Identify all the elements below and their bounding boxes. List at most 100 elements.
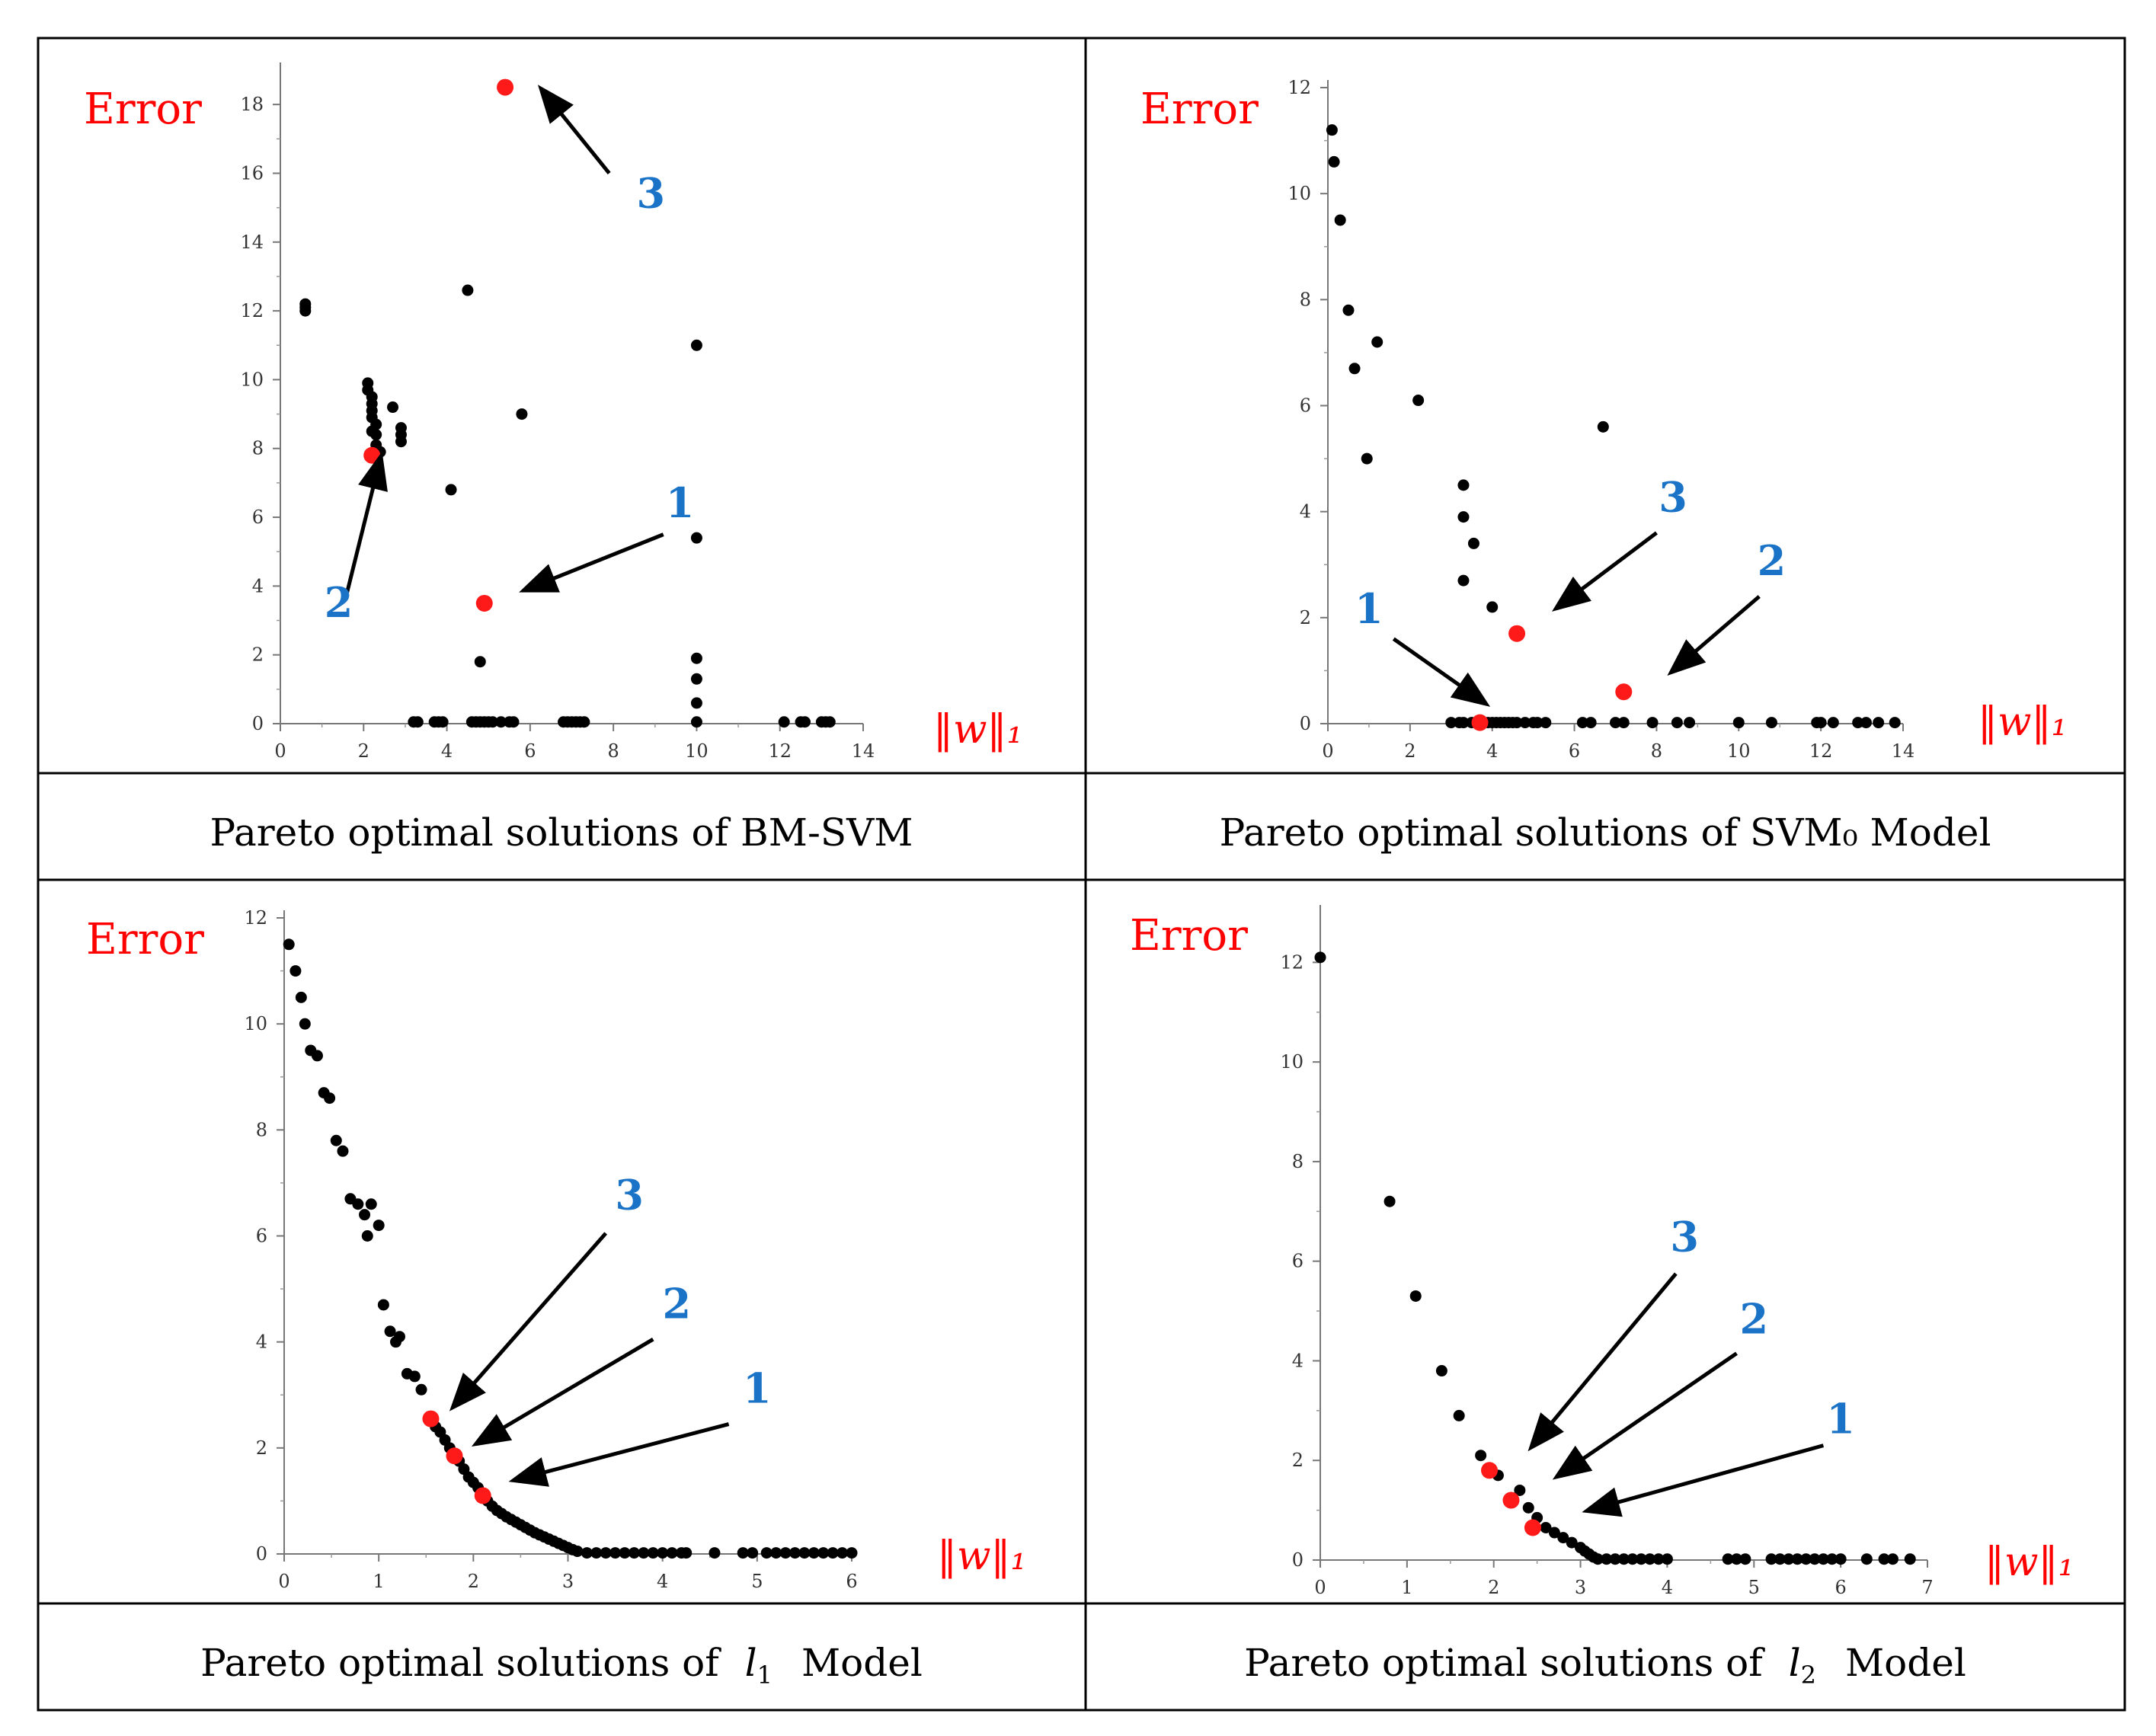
annotation-label-3: 3 (615, 1171, 644, 1220)
cell-bottom-left (37, 878, 1087, 1605)
data-point (311, 1050, 323, 1062)
data-point (1609, 1553, 1621, 1565)
y-tick-label: 12 (240, 300, 264, 321)
data-point (1475, 1450, 1487, 1462)
data-point (657, 1547, 669, 1559)
data-point (1860, 717, 1872, 729)
data-point (1585, 717, 1597, 729)
y-tick-label: 10 (1288, 183, 1311, 204)
y-tick-label: 12 (1288, 77, 1311, 98)
x-tick-label: 2 (468, 1571, 479, 1592)
annotation-arrow-3 (449, 1232, 608, 1411)
y-tick-label: 4 (252, 575, 264, 596)
y-tick-label: 2 (1300, 607, 1311, 628)
x-tick-label: 14 (1892, 740, 1915, 762)
highlight-point-1 (1524, 1519, 1541, 1536)
data-point (1566, 1536, 1578, 1549)
data-point (1457, 717, 1470, 729)
data-point (1328, 155, 1340, 168)
data-point (1886, 1553, 1898, 1565)
data-point (1348, 363, 1361, 375)
y-axis-label: Error (1140, 85, 1259, 134)
data-point (590, 1547, 603, 1559)
data-point (507, 716, 520, 728)
data-point (1671, 717, 1683, 729)
data-point (798, 1547, 811, 1559)
data-point (359, 1209, 371, 1221)
y-tick-label: 10 (244, 1013, 267, 1034)
caption-math: l (1789, 1641, 1801, 1685)
data-point (1731, 1553, 1743, 1565)
data-point (487, 716, 499, 728)
annotation-arrow-1 (1392, 637, 1491, 707)
data-point (690, 697, 702, 709)
data-point (1540, 1522, 1552, 1533)
data-point (747, 1547, 759, 1559)
y-tick-label: 8 (1292, 1151, 1304, 1172)
annotation-arrow-3 (537, 85, 611, 175)
x-axis-label: ‖w‖₁ (937, 1533, 1026, 1579)
data-point (1467, 537, 1479, 549)
annotation-arrow-1 (508, 1422, 730, 1487)
annotation-arrow-2 (1667, 595, 1761, 676)
caption-math: l (745, 1641, 757, 1685)
data-point (516, 408, 528, 420)
data-point (1334, 214, 1346, 226)
data-point (1860, 1553, 1873, 1565)
annotation-arrow-2 (345, 451, 388, 594)
data-point (1800, 1553, 1812, 1565)
x-tick-label: 6 (1835, 1577, 1847, 1598)
data-point (330, 1134, 342, 1146)
y-tick-label: 8 (1300, 289, 1311, 310)
data-point (289, 965, 302, 977)
annotation-arrow-3 (1552, 531, 1658, 612)
data-point (1371, 336, 1383, 348)
data-point (1314, 951, 1326, 964)
data-point (1412, 395, 1425, 407)
data-point (324, 1092, 336, 1105)
data-point (384, 1325, 396, 1338)
y-tick-label: 2 (1292, 1450, 1304, 1471)
y-tick-label: 6 (256, 1226, 267, 1247)
x-tick-label: 5 (751, 1571, 763, 1592)
annotation-arrow-3 (1527, 1272, 1678, 1452)
data-point (760, 1547, 773, 1559)
data-point (1557, 1532, 1569, 1544)
data-point (495, 716, 507, 728)
y-tick-label: 8 (252, 438, 264, 459)
x-tick-label: 8 (1651, 740, 1662, 762)
data-point (370, 429, 382, 441)
data-point (1486, 601, 1499, 613)
x-tick-label: 0 (1314, 1577, 1326, 1598)
data-point (647, 1547, 659, 1559)
x-tick-label: 3 (562, 1571, 574, 1592)
annotation-label-2: 2 (1758, 536, 1787, 585)
data-point (600, 1547, 612, 1559)
x-tick-label: 3 (1575, 1577, 1586, 1598)
data-point (799, 716, 811, 728)
x-tick-label: 2 (1404, 740, 1415, 762)
annotation-label-1: 1 (1355, 584, 1383, 633)
data-point (1453, 1409, 1465, 1421)
data-point (690, 673, 702, 685)
data-point (1511, 717, 1523, 729)
y-tick-label: 4 (1292, 1350, 1304, 1371)
data-point (1540, 717, 1552, 729)
data-point (1684, 717, 1696, 729)
x-tick-label: 6 (524, 740, 536, 762)
y-tick-label: 18 (240, 94, 264, 115)
y-tick-label: 16 (240, 162, 264, 184)
y-tick-label: 0 (1292, 1549, 1304, 1571)
highlight-point-3 (422, 1410, 440, 1427)
data-point (299, 1018, 311, 1030)
data-point (1835, 1553, 1847, 1565)
annotation-label-1: 1 (743, 1364, 772, 1413)
data-point (609, 1547, 622, 1559)
x-tick-label: 12 (768, 740, 792, 762)
x-tick-label: 4 (1486, 740, 1498, 762)
highlight-point-3 (497, 78, 514, 96)
data-point (1597, 420, 1609, 433)
